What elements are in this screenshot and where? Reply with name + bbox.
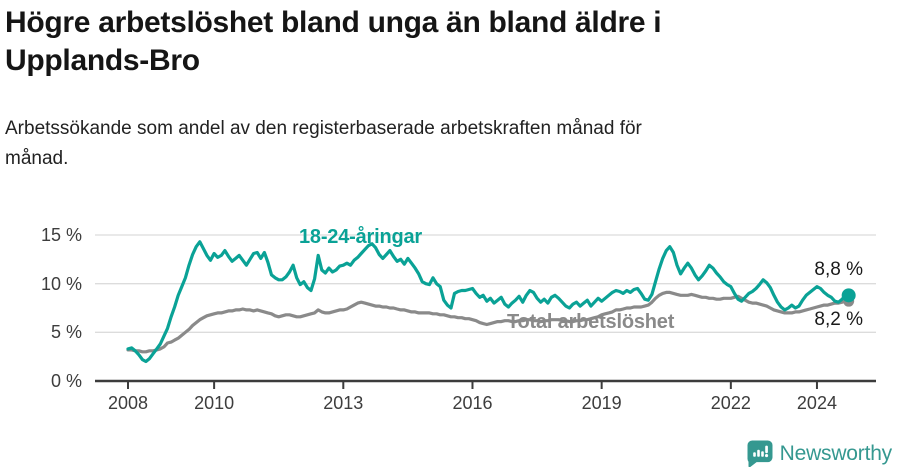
x-tick-label: 2024 — [796, 393, 837, 413]
series-label-young: 18-24-åringar — [299, 226, 423, 248]
series-label-total: Total arbetslöshet — [507, 311, 675, 333]
series-line-young — [126, 240, 848, 364]
newsworthy-logo-text: Newsworthy — [779, 441, 893, 465]
x-tick-label: 2019 — [581, 393, 622, 413]
page-title: Högre arbetslöshet bland unga än bland ä… — [5, 6, 662, 78]
x-tick-label: 2016 — [452, 393, 493, 413]
y-tick-label: 10 % — [40, 273, 82, 294]
end-value-total: 8,2 % — [814, 309, 863, 330]
x-tick-label: 2013 — [323, 393, 364, 413]
y-tick-label: 15 % — [40, 225, 82, 245]
series-line-total — [126, 290, 848, 354]
newsworthy-logo: Newsworthy — [747, 440, 892, 467]
y-tick-label: 5 % — [50, 322, 82, 343]
x-tick-label: 2008 — [107, 393, 149, 413]
x-tick-label: 2022 — [710, 393, 751, 413]
page-subtitle: Arbetssökande som andel av den registerb… — [5, 118, 642, 170]
end-dot-young — [841, 288, 856, 303]
end-value-young: 8,8 % — [814, 259, 863, 280]
x-tick-label: 2010 — [194, 393, 235, 413]
newsworthy-bubble-icon — [747, 440, 773, 467]
y-tick-label: 0 % — [50, 371, 82, 391]
